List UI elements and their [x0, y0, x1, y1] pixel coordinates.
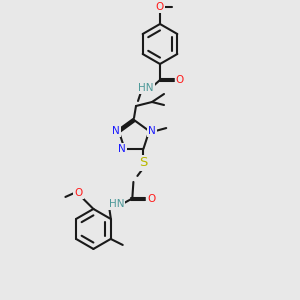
Text: N: N	[112, 126, 120, 136]
Text: N: N	[148, 126, 156, 136]
Text: O: O	[147, 194, 155, 204]
Text: HN: HN	[109, 199, 124, 209]
Text: O: O	[74, 188, 83, 198]
Text: S: S	[139, 156, 148, 170]
Text: O: O	[156, 2, 164, 12]
Text: HN: HN	[138, 83, 154, 93]
Text: O: O	[176, 75, 184, 85]
Text: N: N	[118, 144, 125, 154]
